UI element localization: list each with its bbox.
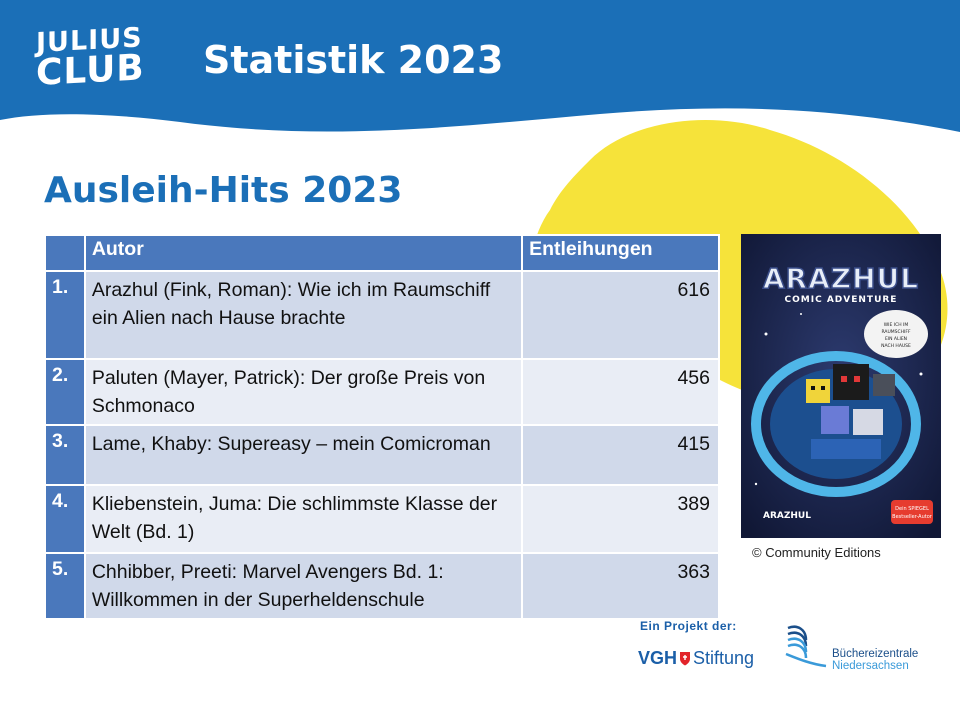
- cover-title: ARAZHUL: [763, 262, 919, 295]
- rank-cell: 4.: [44, 484, 86, 554]
- cover-brand: ARAZHUL: [763, 511, 811, 521]
- stiftung-label: Stiftung: [693, 648, 755, 668]
- svg-text:NACH HAUSE: NACH HAUSE: [881, 343, 911, 349]
- title-cell: Chhibber, Preeti: Marvel Avengers Bd. 1:…: [83, 552, 524, 620]
- svg-text:EIN ALIEN: EIN ALIEN: [885, 336, 907, 342]
- header-band: [0, 0, 960, 132]
- page-title: Statistik 2023: [203, 38, 504, 82]
- ranking-table: Autor Entleihungen 1. Arazhul (Fink, Rom…: [44, 234, 720, 620]
- project-label: Ein Projekt der:: [640, 619, 737, 633]
- rank-cell: 2.: [44, 358, 86, 426]
- bz-line-2: Niedersachsen: [832, 660, 909, 672]
- loans-cell: 616: [521, 270, 720, 360]
- title-cell: Kliebenstein, Juma: Die schlimmste Klass…: [83, 484, 524, 554]
- svg-text:Dein SPIEGEL: Dein SPIEGEL: [895, 506, 929, 512]
- cover-subtitle: COMIC ADVENTURE: [785, 295, 898, 305]
- buechereizentrale-logo-icon: [785, 625, 827, 668]
- rank-cell: 3.: [44, 424, 86, 486]
- table-row: 5. Chhibber, Preeti: Marvel Avengers Bd.…: [44, 552, 720, 620]
- table-row: 3. Lame, Khaby: Supereasy – mein Comicro…: [44, 424, 720, 486]
- shield-icon: [680, 652, 691, 666]
- svg-text:Bestseller-Autor: Bestseller-Autor: [892, 514, 933, 520]
- loans-cell: 363: [521, 552, 720, 620]
- julius-club-logo: JULIUS CLUB: [36, 22, 148, 99]
- title-cell: Paluten (Mayer, Patrick): Der große Prei…: [83, 358, 524, 426]
- svg-text:RAUMSCHIFF: RAUMSCHIFF: [881, 329, 910, 335]
- title-cell: Arazhul (Fink, Roman): Wie ich im Raumsc…: [83, 270, 524, 360]
- column-header-author: Autor: [83, 234, 524, 272]
- logo-line-2: CLUB: [36, 46, 145, 94]
- rank-cell: 1.: [44, 270, 86, 360]
- loans-cell: 389: [521, 484, 720, 554]
- buechereizentrale-logo-text: Büchereizentrale Niedersachsen: [832, 648, 918, 672]
- vgh-stiftung-logo: VGH Stiftung: [638, 648, 754, 669]
- vgh-label: VGH: [638, 648, 678, 668]
- loans-cell: 456: [521, 358, 720, 426]
- table-row: 1. Arazhul (Fink, Roman): Wie ich im Rau…: [44, 270, 720, 360]
- table-row: 4. Kliebenstein, Juma: Die schlimmste Kl…: [44, 484, 720, 554]
- table-header-row: Autor Entleihungen: [44, 234, 720, 272]
- section-title: Ausleih-Hits 2023: [44, 170, 403, 211]
- table-row: 2. Paluten (Mayer, Patrick): Der große P…: [44, 358, 720, 426]
- title-cell: Lame, Khaby: Supereasy – mein Comicroman: [83, 424, 524, 486]
- loans-cell: 415: [521, 424, 720, 486]
- bz-line-1: Büchereizentrale: [832, 648, 919, 660]
- svg-text:WIE ICH IM: WIE ICH IM: [884, 322, 909, 328]
- rank-cell: 5.: [44, 552, 86, 620]
- book-cover-image: ARAZHUL COMIC ADVENTURE WIE ICH IM RAUMS…: [741, 234, 941, 538]
- column-header-loans: Entleihungen: [521, 234, 720, 272]
- column-header-rank: [44, 234, 86, 272]
- image-credit: © Community Editions: [752, 545, 881, 560]
